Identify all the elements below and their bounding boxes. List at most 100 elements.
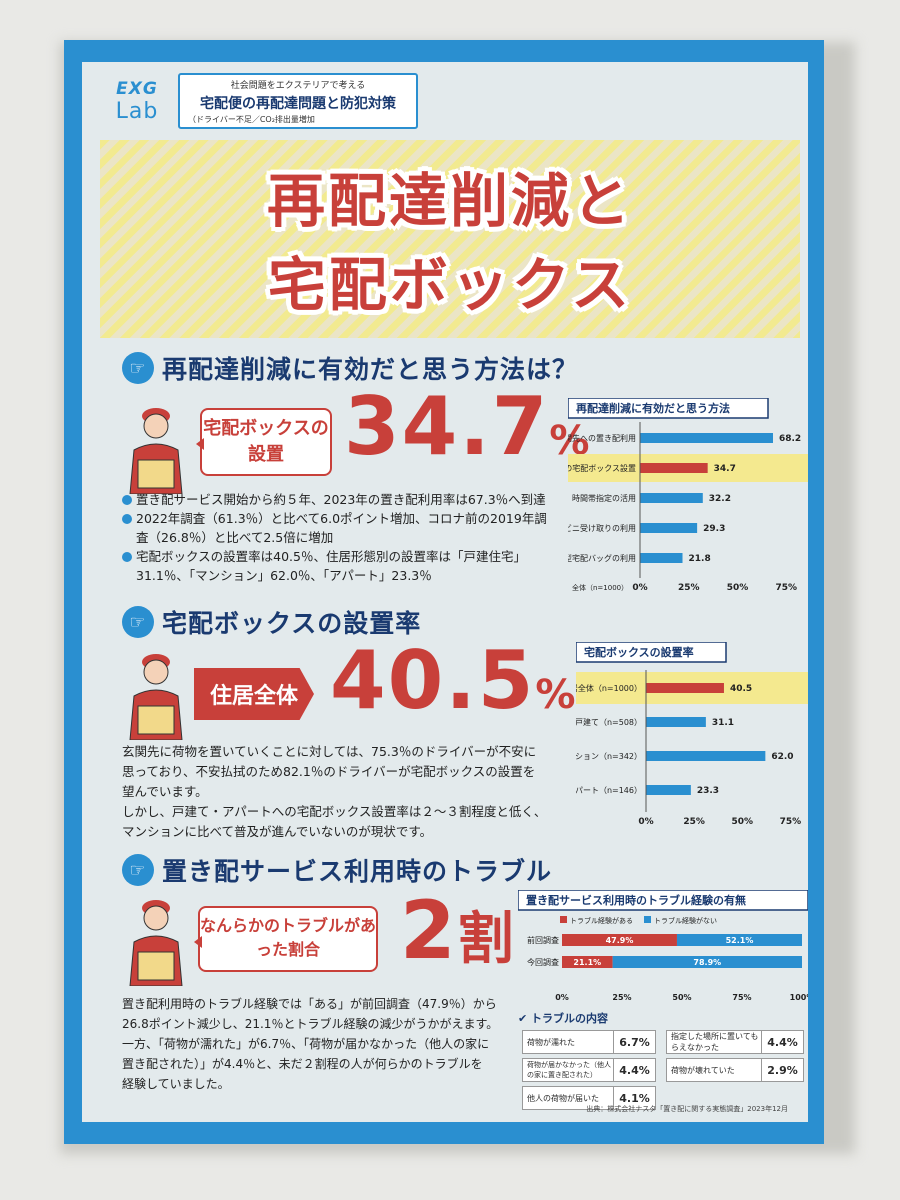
source-note: 出典：株式会社ナスタ「置き配に関する実態調査」2023年12月 (586, 1105, 788, 1113)
chart-title: 再配達削減に有効だと思う方法 (576, 401, 730, 415)
tick-label: 75% (780, 817, 802, 827)
trouble-label: 荷物が濡れた (527, 1037, 575, 1047)
legend-label: トラブル経験がある (570, 916, 633, 925)
delivery-person-icon (129, 408, 183, 494)
bar-value-label: 29.3 (703, 524, 725, 534)
tick-label: 0% (632, 583, 647, 593)
para-line: しかし、戸建て・アパートへの宅配ボックス設置率は２～３割程度と低く、 (122, 804, 547, 819)
section2-unit: % (535, 672, 578, 718)
trouble-item: 他人の荷物が届いた 4.1% (522, 1086, 656, 1110)
bar (640, 523, 698, 533)
delivery-person-icon (129, 900, 183, 986)
para-line: 一方、「荷物が濡れた」が6.7％、「荷物が届かなかった（他人の家に (122, 1037, 490, 1051)
para-line: 経験していました。 (122, 1077, 230, 1091)
bar-segment (562, 934, 677, 946)
bar (640, 433, 773, 443)
section3-heading-text: 置き配サービス利用時のトラブル (162, 857, 553, 886)
bar (646, 683, 724, 693)
chart-note: 全体（n=1000） (572, 583, 628, 592)
trouble-label: 荷物が届かなかった（他人の家に置き配された） (527, 1061, 611, 1079)
tick-label: 25% (678, 583, 700, 593)
pointing-hand-icon: ☞ (122, 606, 154, 638)
poster-panel: EXG Lab 社会問題をエクステリアで考える 宅配便の再配達問題と防犯対策 （… (82, 62, 808, 1122)
chart-title-box (568, 398, 769, 419)
section2-heading-text: 宅配ボックスの設置率 (162, 609, 422, 638)
category-label: 玄関先への置き配利用 (568, 433, 636, 443)
legend-swatch (560, 916, 567, 923)
chart-title-box (576, 642, 727, 663)
pointing-hand-icon: ☞ (122, 352, 154, 384)
bar-segment (612, 956, 802, 968)
segment-value-label: 78.9% (693, 958, 721, 967)
section3-unit: 割 (457, 907, 516, 972)
section2-value: 40.5 (330, 634, 536, 727)
section1-heading: ☞ 再配達削減に有効だと思う方法は？ (122, 350, 578, 386)
header-small: 社会問題をエクステリアで考える (230, 81, 366, 91)
trouble-title-text: トラブルの内容 (531, 1012, 609, 1025)
legend-swatch (644, 916, 651, 923)
category-label: 時間帯指定の活用 (572, 493, 636, 503)
title-line-2: 宅配ボックス (267, 251, 633, 319)
category-label: 住居全体（n=1000） (576, 683, 642, 693)
pointing-hand-icon: ☞ (122, 854, 154, 886)
bar (640, 553, 683, 563)
section1-heading-text: 再配達削減に有効だと思う方法は？ (162, 355, 579, 384)
logo-top: EXG (116, 78, 158, 99)
trouble-label: 指定した場所に置いてもらえなかった (671, 1032, 759, 1052)
tick-label: 50% (727, 583, 749, 593)
bar (646, 717, 706, 727)
bar (646, 785, 691, 795)
para-line: 26.8ポイント減少し、21.1％とトラブル経験の減少がうかがえます。 (122, 1017, 499, 1031)
para-line: 置き配された）」が4.4％と、未だ２割程の人が何らかのトラブルを (122, 1057, 483, 1071)
para-line: 望んでいます。 (122, 784, 208, 799)
bar (640, 463, 708, 473)
category-label: アパート（n=146） (576, 786, 642, 795)
trouble-item: 荷物が壊れていた 2.9% (666, 1058, 804, 1082)
section1-big-number: 34.7% (344, 380, 591, 473)
bar-value-label: 31.1 (712, 718, 734, 728)
delivery-person-icon (129, 654, 183, 740)
category-label: 今回調査 (527, 957, 559, 967)
tick-label: 0% (638, 817, 653, 827)
category-label: 住宅への宅配ボックス設置 (568, 463, 636, 473)
trouble-value: 4.4% (613, 1059, 655, 1081)
section3-heading: ☞ 置き配サービス利用時のトラブル (122, 852, 552, 888)
trouble-item: 荷物が届かなかった（他人の家に置き配された） 4.4% (522, 1058, 656, 1082)
section2-big-number: 40.5% (330, 634, 577, 727)
chart-title: 置き配サービス利用時のトラブル経験の有無 (526, 893, 746, 907)
trouble-item: 荷物が濡れた 6.7% (522, 1030, 656, 1054)
trouble-value: 6.7% (613, 1031, 655, 1053)
section3-paragraph: 置き配利用時のトラブル経験では「ある」が前回調査（47.9％）から 26.8ポイ… (122, 994, 522, 1094)
bar-segment (676, 934, 802, 946)
tick-label: 75% (732, 993, 751, 1002)
tick-label: 100% (790, 993, 808, 1002)
exg-lab-logo: EXG Lab (102, 72, 172, 130)
header-theme-box: 社会問題をエクステリアで考える 宅配便の再配達問題と防犯対策 （ドライバー不足／… (178, 73, 418, 129)
category-label: 前回調査 (527, 935, 559, 945)
para-line: 置き配利用時のトラブル経験では「ある」が前回調査（47.9％）から (122, 997, 497, 1011)
tick-label: 50% (672, 993, 691, 1002)
bar-value-label: 34.7 (714, 464, 736, 474)
header-main: 宅配便の再配達問題と防犯対策 (200, 96, 396, 112)
section1-value: 34.7 (344, 380, 550, 473)
section2-label-box: 住居全体 (194, 668, 314, 720)
trouble-label: 荷物が壊れていた (671, 1065, 735, 1075)
tick-label: 75% (775, 583, 797, 593)
legend-label: トラブル経験がない (654, 916, 717, 925)
bar (646, 751, 766, 761)
bar-value-label: 23.3 (697, 786, 719, 796)
header: EXG Lab 社会問題をエクステリアで考える 宅配便の再配達問題と防犯対策 （… (102, 70, 418, 132)
segment-value-label: 21.1% (573, 958, 601, 967)
chart-title: 宅配ボックスの設置率 (584, 645, 694, 659)
trouble-label: 他人の荷物が届いた (527, 1093, 599, 1103)
trouble-list-title: ✔ トラブルの内容 (518, 1012, 609, 1025)
category-label: コンビニ受け取りの利用 (568, 523, 636, 533)
section1-bullets: 置き配サービス開始から約５年、2023年の置き配利用率は67.3％へ到達 202… (122, 490, 552, 585)
category-label: マンション（n=342） (576, 752, 642, 761)
section2-paragraph: 玄関先に荷物を置いていくことに対しては、75.3％のドライバーが不安に 思ってお… (122, 742, 582, 842)
tick-label: 25% (612, 993, 631, 1002)
title-line-1: 再配達削減と (266, 167, 633, 235)
section2-heading: ☞ 宅配ボックスの設置率 (122, 604, 421, 640)
category-label: 簡易型宅配バッグの利用 (568, 553, 636, 563)
